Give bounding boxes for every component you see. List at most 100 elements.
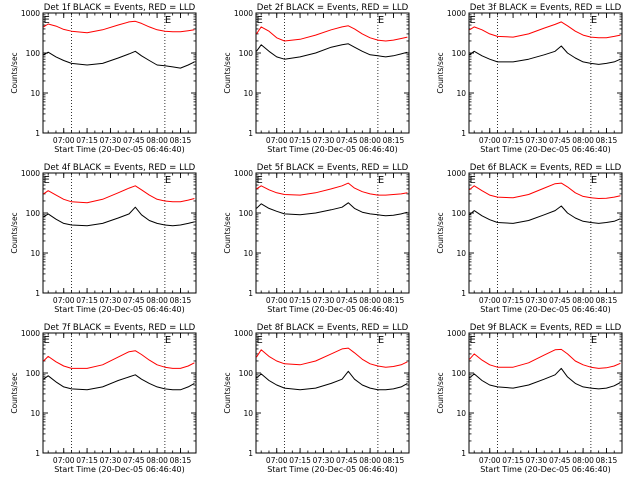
x-tick-label: 07:15: [289, 136, 311, 145]
lld-series-line: [469, 21, 621, 39]
e-marker-left: E: [257, 335, 263, 346]
x-tick-label: 08:15: [170, 136, 192, 145]
y-tick-label: 1: [248, 449, 253, 458]
y-axis-label: Counts/sec: [436, 212, 445, 253]
detector-plot-panel: Det 3f BLACK = Events, RED = LLD 1 10 100 10…: [436, 3, 623, 154]
x-axis-label: Start Time (20-Dec-05 06:46:40): [54, 465, 185, 474]
y-tick-label: 10: [456, 409, 466, 418]
x-axis-label: Start Time (20-Dec-05 06:46:40): [54, 145, 185, 154]
x-tick-label: 07:15: [289, 296, 311, 305]
plot-frame: [468, 332, 623, 454]
e-marker-right: E: [591, 335, 597, 346]
y-tick-label: 100: [452, 209, 467, 218]
x-tick-label: 08:15: [383, 136, 405, 145]
y-axis-label: Counts/sec: [10, 52, 19, 93]
plot-title: Det 5f BLACK = Events, RED = LLD: [257, 163, 409, 173]
y-tick-label: 100: [239, 49, 254, 58]
x-tick-label: 07:30: [526, 456, 548, 465]
y-tick-label: 1: [35, 449, 40, 458]
lld-series-line: [43, 185, 195, 204]
x-tick-label: 07:45: [336, 296, 358, 305]
x-tick-label: 07:45: [123, 296, 145, 305]
y-tick-label: 1: [248, 129, 253, 138]
events-series-line: [469, 367, 621, 390]
y-tick-label: 1: [461, 289, 466, 298]
plot-title: Det 2f BLACK = Events, RED = LLD: [257, 3, 409, 13]
lld-series-line: [43, 20, 195, 34]
detector-plot-panel: Det 9f BLACK = Events, RED = LLD 1 10 100 10…: [436, 323, 623, 474]
x-tick-label: 08:15: [596, 136, 618, 145]
detector-plot-panel: Det 5f BLACK = Events, RED = LLD 1 10 100 10…: [223, 163, 410, 314]
plot-title: Det 9f BLACK = Events, RED = LLD: [470, 323, 622, 333]
x-tick-label: 08:15: [170, 456, 192, 465]
x-tick-label: 07:00: [266, 136, 288, 145]
x-tick-label: 07:45: [336, 136, 358, 145]
events-series-line: [469, 205, 621, 224]
x-axis-label: Start Time (20-Dec-05 06:46:40): [267, 465, 398, 474]
events-series-line: [256, 202, 408, 217]
y-tick-label: 1000: [21, 9, 40, 18]
y-axis-label: Counts/sec: [436, 52, 445, 93]
y-tick-label: 100: [239, 209, 254, 218]
lld-series-line: [256, 25, 408, 42]
plot-title: Det 3f BLACK = Events, RED = LLD: [470, 3, 622, 13]
x-tick-label: 08:15: [383, 456, 405, 465]
x-tick-label: 08:00: [359, 136, 381, 145]
y-tick-label: 1000: [21, 169, 40, 178]
x-tick-label: 07:00: [53, 456, 75, 465]
x-tick-label: 07:30: [100, 136, 122, 145]
plot-title: Det 6f BLACK = Events, RED = LLD: [470, 163, 622, 173]
e-marker-right: E: [378, 15, 384, 26]
lld-series-line: [469, 182, 621, 199]
plot-frame: [42, 172, 197, 294]
y-tick-label: 100: [26, 369, 41, 378]
e-marker-left: E: [44, 175, 50, 186]
e-marker-left: E: [470, 15, 476, 26]
e-marker-right: E: [378, 175, 384, 186]
e-marker-left: E: [44, 15, 50, 26]
detector-plot-panel: Det 7f BLACK = Events, RED = LLD 1 10 100 10…: [10, 323, 197, 474]
y-tick-label: 1000: [447, 329, 466, 338]
x-tick-label: 07:15: [289, 456, 311, 465]
x-tick-label: 07:45: [549, 136, 571, 145]
y-axis-label: Counts/sec: [223, 52, 232, 93]
y-tick-label: 1: [461, 129, 466, 138]
x-tick-label: 08:00: [146, 456, 168, 465]
x-tick-label: 08:00: [359, 456, 381, 465]
e-marker-left: E: [257, 175, 263, 186]
y-tick-label: 1000: [234, 9, 253, 18]
x-tick-label: 07:00: [479, 136, 501, 145]
x-tick-label: 08:00: [572, 136, 594, 145]
x-tick-label: 07:15: [76, 136, 98, 145]
x-axis-label: Start Time (20-Dec-05 06:46:40): [267, 305, 398, 314]
x-tick-label: 08:00: [146, 296, 168, 305]
y-axis-label: Counts/sec: [10, 372, 19, 413]
lld-series-line: [256, 347, 408, 368]
x-tick-label: 07:15: [76, 456, 98, 465]
x-tick-label: 07:00: [266, 296, 288, 305]
plot-frame: [255, 332, 410, 454]
x-tick-label: 08:15: [596, 456, 618, 465]
x-tick-label: 07:30: [526, 296, 548, 305]
e-marker-right: E: [378, 335, 384, 346]
y-tick-label: 100: [452, 49, 467, 58]
e-marker-left: E: [470, 335, 476, 346]
x-tick-label: 08:00: [146, 136, 168, 145]
detector-plot-panel: Det 6f BLACK = Events, RED = LLD 1 10 100 10…: [436, 163, 623, 314]
x-tick-label: 08:00: [572, 456, 594, 465]
e-marker-right: E: [591, 15, 597, 26]
e-marker-left: E: [257, 15, 263, 26]
x-tick-label: 07:00: [53, 136, 75, 145]
x-tick-label: 07:00: [266, 456, 288, 465]
plot-frame: [468, 172, 623, 294]
y-tick-label: 10: [30, 249, 40, 258]
x-tick-label: 07:30: [313, 296, 335, 305]
x-tick-label: 07:15: [76, 296, 98, 305]
y-tick-label: 1000: [234, 169, 253, 178]
x-tick-label: 07:30: [313, 456, 335, 465]
detector-plot-panel: Det 1f BLACK = Events, RED = LLD 1 10 100 10…: [10, 3, 197, 154]
x-tick-label: 07:00: [479, 456, 501, 465]
events-series-line: [43, 50, 195, 69]
y-tick-label: 1000: [447, 9, 466, 18]
lld-series-line: [43, 350, 195, 369]
